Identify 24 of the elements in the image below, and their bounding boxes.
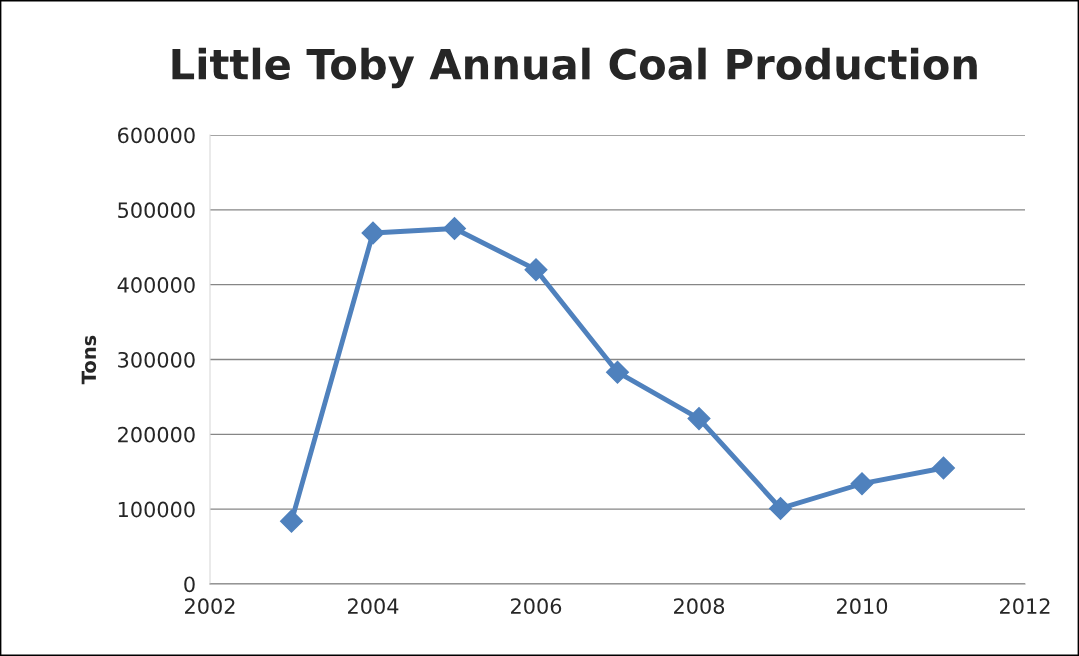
point xyxy=(606,360,629,384)
x-tick-label: 2002 xyxy=(185,598,235,615)
y-tick-label: 400000 xyxy=(117,277,195,293)
point xyxy=(280,509,303,533)
chart-title: Little Toby Annual Coal Production xyxy=(172,47,977,89)
x-tick-label: 2008 xyxy=(674,598,725,615)
point xyxy=(932,456,955,480)
x-tick-label: 2006 xyxy=(511,598,562,615)
y-tick-label: 100000 xyxy=(118,501,195,518)
y-tick-label: 500000 xyxy=(118,202,195,219)
y-tick-label: 200000 xyxy=(118,426,195,443)
point xyxy=(769,496,792,520)
y-axis-title: Tons xyxy=(81,335,97,385)
x-tick-label: 2004 xyxy=(348,598,399,615)
x-tick-label: 2010 xyxy=(837,598,888,615)
y-tick-label: 300000 xyxy=(118,351,195,368)
point xyxy=(443,217,466,241)
point xyxy=(687,407,711,431)
point xyxy=(850,472,874,496)
point xyxy=(524,258,548,282)
y-tick-label: 600000 xyxy=(118,127,195,144)
point xyxy=(361,221,385,245)
x-tick-label: 2012 xyxy=(1000,598,1050,615)
y-tick-label: 0 xyxy=(184,576,195,593)
